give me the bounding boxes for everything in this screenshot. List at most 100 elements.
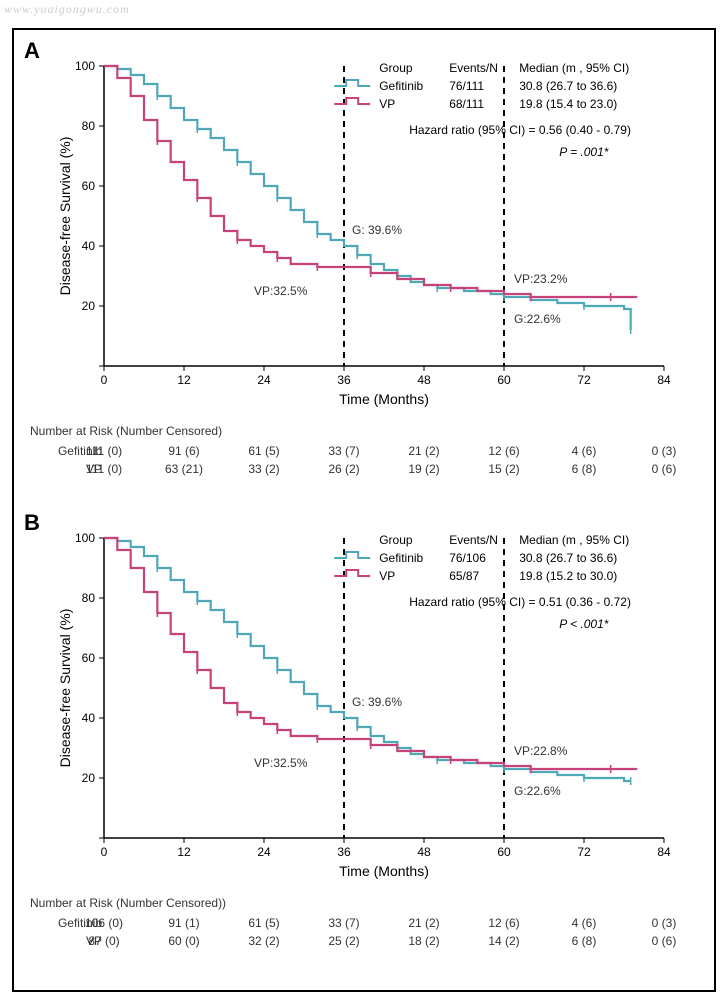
- svg-text:24: 24: [257, 845, 271, 859]
- risk-cell: 25 (2): [314, 934, 374, 948]
- svg-text:Events/N: Events/N: [449, 533, 498, 547]
- risk-cell: 61 (5): [234, 444, 294, 458]
- svg-text:48: 48: [417, 373, 431, 387]
- svg-text:Hazard ratio (95% CI) = 0.51 (: Hazard ratio (95% CI) = 0.51 (0.36 - 0.7…: [409, 595, 631, 609]
- risk-cell: 33 (7): [314, 444, 374, 458]
- svg-text:40: 40: [82, 239, 96, 253]
- risk-cell: 60 (0): [154, 934, 214, 948]
- risk-cell: 0 (6): [634, 462, 694, 476]
- chart-annotation: VP:32.5%: [254, 284, 308, 298]
- svg-text:P < .001*: P < .001*: [559, 617, 609, 631]
- risk-cell: 19 (2): [394, 462, 454, 476]
- svg-text:Median (m , 95% CI): Median (m , 95% CI): [519, 61, 629, 75]
- panel-label-B: B: [24, 510, 40, 536]
- chart-annotation: VP:23.2%: [514, 272, 568, 286]
- svg-text:12: 12: [177, 845, 191, 859]
- svg-text:Hazard ratio (95% CI) = 0.56 (: Hazard ratio (95% CI) = 0.56 (0.40 - 0.7…: [409, 123, 631, 137]
- risk-cell: 91 (1): [154, 916, 214, 930]
- svg-text:P = .001*: P = .001*: [559, 145, 609, 159]
- risk-row: Gefitinib111 (0)91 (6)61 (5)33 (7)21 (2)…: [30, 442, 710, 460]
- panel-A: A20406080100012243648607284Disease-free …: [14, 36, 714, 506]
- svg-text:30.8 (26.7 to 36.6): 30.8 (26.7 to 36.6): [519, 551, 617, 565]
- chart-annotation: VP:22.8%: [514, 744, 568, 758]
- risk-cell: 91 (6): [154, 444, 214, 458]
- risk-cell: 33 (2): [234, 462, 294, 476]
- risk-cell: 106 (0): [74, 916, 134, 930]
- chart-annotation: G:22.6%: [514, 312, 561, 326]
- risk-cell: 61 (5): [234, 916, 294, 930]
- svg-text:19.8 (15.4 to 23.0): 19.8 (15.4 to 23.0): [519, 97, 617, 111]
- risk-cell: 21 (2): [394, 444, 454, 458]
- chart-annotation: G: 39.6%: [352, 695, 402, 709]
- svg-text:Time (Months): Time (Months): [339, 391, 429, 407]
- svg-text:60: 60: [497, 845, 511, 859]
- svg-text:Time (Months): Time (Months): [339, 863, 429, 879]
- risk-cell: 21 (2): [394, 916, 454, 930]
- svg-text:12: 12: [177, 373, 191, 387]
- svg-text:84: 84: [657, 845, 671, 859]
- svg-text:80: 80: [82, 119, 96, 133]
- km-chart-B: 20406080100012243648607284Disease-free S…: [54, 528, 694, 888]
- svg-text:0: 0: [101, 845, 108, 859]
- figure-container: www.yuaigongwu.com A 20 40 60 80 100 0 12 24 36 48…: [0, 0, 724, 1000]
- svg-text:68/111: 68/111: [449, 97, 484, 111]
- risk-cell: 12 (6): [474, 444, 534, 458]
- svg-text:36: 36: [337, 845, 351, 859]
- svg-text:Group: Group: [379, 61, 413, 75]
- watermark-text: www.yuaigongwu.com: [4, 2, 130, 17]
- svg-text:76/111: 76/111: [449, 79, 484, 93]
- svg-text:72: 72: [577, 845, 591, 859]
- svg-text:84: 84: [657, 373, 671, 387]
- risk-row: VP111 (0)63 (21)33 (2)26 (2)19 (2)15 (2)…: [30, 460, 710, 478]
- risk-cell: 18 (2): [394, 934, 454, 948]
- chart-annotation: G: 39.6%: [352, 223, 402, 237]
- risk-cell: 87 (0): [74, 934, 134, 948]
- figure-frame: A 20 40 60 80 100 0 12 24 36 48 60 72 84 Disease-free …: [12, 28, 716, 992]
- risk-cell: 14 (2): [474, 934, 534, 948]
- risk-cell: 111 (0): [74, 462, 134, 476]
- risk-cell: 4 (6): [554, 916, 614, 930]
- svg-text:40: 40: [82, 711, 96, 725]
- panel-B: B20406080100012243648607284Disease-free …: [14, 508, 714, 978]
- svg-text:VP: VP: [379, 569, 395, 583]
- panel-label-A: A: [24, 38, 40, 64]
- risk-cell: 6 (8): [554, 462, 614, 476]
- svg-text:19.8 (15.2 to 30.0): 19.8 (15.2 to 30.0): [519, 569, 617, 583]
- risk-cell: 15 (2): [474, 462, 534, 476]
- svg-text:Median (m , 95% CI): Median (m , 95% CI): [519, 533, 629, 547]
- risk-cell: 0 (3): [634, 916, 694, 930]
- svg-text:Gefitinib: Gefitinib: [379, 551, 423, 565]
- risk-table-title: Number at Risk (Number Censored): [30, 424, 710, 438]
- svg-text:36: 36: [337, 373, 351, 387]
- svg-text:Gefitinib: Gefitinib: [379, 79, 423, 93]
- svg-text:20: 20: [82, 771, 96, 785]
- risk-cell: 26 (2): [314, 462, 374, 476]
- svg-text:24: 24: [257, 373, 271, 387]
- svg-text:Group: Group: [379, 533, 413, 547]
- risk-table-title: Number at Risk (Number Censored)): [30, 896, 710, 910]
- risk-cell: 33 (7): [314, 916, 374, 930]
- risk-table-A: Number at Risk (Number Censored)Gefitini…: [30, 424, 710, 478]
- svg-text:60: 60: [82, 651, 96, 665]
- chart-annotation: VP:32.5%: [254, 756, 308, 770]
- svg-text:30.8 (26.7 to 36.6): 30.8 (26.7 to 36.6): [519, 79, 617, 93]
- svg-text:Disease-free Survival (%): Disease-free Survival (%): [57, 609, 73, 768]
- risk-cell: 12 (6): [474, 916, 534, 930]
- svg-text:65/87: 65/87: [449, 569, 479, 583]
- chart-annotation: G:22.6%: [514, 784, 561, 798]
- svg-text:100: 100: [75, 59, 95, 73]
- svg-text:20: 20: [82, 299, 96, 313]
- risk-cell: 111 (0): [74, 444, 134, 458]
- svg-text:60: 60: [497, 373, 511, 387]
- svg-text:100: 100: [75, 531, 95, 545]
- risk-table-B: Number at Risk (Number Censored))Gefitin…: [30, 896, 710, 950]
- risk-row: VP87 (0)60 (0)32 (2)25 (2)18 (2)14 (2)6 …: [30, 932, 710, 950]
- svg-text:VP: VP: [379, 97, 395, 111]
- risk-cell: 63 (21): [154, 462, 214, 476]
- svg-text:80: 80: [82, 591, 96, 605]
- risk-cell: 32 (2): [234, 934, 294, 948]
- svg-text:Disease-free Survival (%): Disease-free Survival (%): [57, 137, 73, 296]
- risk-cell: 6 (8): [554, 934, 614, 948]
- svg-text:76/106: 76/106: [449, 551, 486, 565]
- svg-text:0: 0: [101, 373, 108, 387]
